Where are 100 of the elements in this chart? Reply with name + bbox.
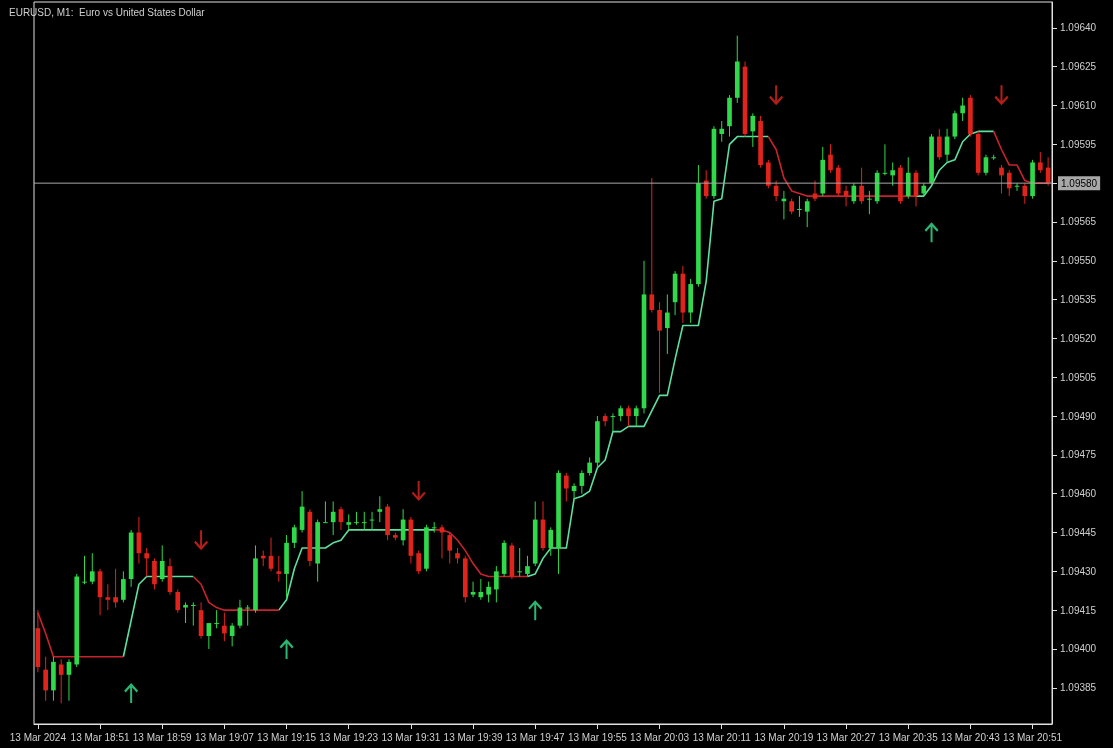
x-tick-label: 13 Mar 2024 bbox=[9, 731, 67, 743]
candlestick bbox=[292, 524, 297, 549]
point bbox=[279, 638, 294, 659]
candlestick bbox=[665, 293, 670, 355]
candlestick bbox=[766, 159, 771, 189]
x-tick-label: 13 Mar 20:51 bbox=[1003, 731, 1063, 743]
y-tick-label: 1.09520 bbox=[1060, 332, 1097, 344]
candlestick bbox=[999, 164, 1004, 194]
y-tick-label: 1.09475 bbox=[1060, 449, 1097, 461]
candlestick bbox=[804, 198, 810, 228]
candlestick bbox=[548, 526, 554, 557]
candlestick bbox=[494, 565, 499, 603]
y-tick-label: 1.09460 bbox=[1060, 488, 1097, 500]
candlestick bbox=[859, 167, 864, 205]
candlestick bbox=[1022, 182, 1028, 205]
candlestick bbox=[867, 190, 872, 215]
y-tick-label: 1.09505 bbox=[1060, 371, 1097, 383]
point bbox=[528, 600, 543, 621]
candlestick bbox=[649, 177, 655, 314]
candlestick bbox=[447, 532, 453, 565]
candlestick bbox=[330, 500, 336, 536]
candlestick bbox=[152, 557, 157, 590]
y-tick-label: 1.09490 bbox=[1060, 410, 1097, 422]
x-tick-label: 13 Mar 19:55 bbox=[567, 731, 628, 743]
x-tick-label: 13 Mar 20:03 bbox=[630, 731, 690, 743]
y-tick-label: 1.09385 bbox=[1060, 682, 1097, 694]
point bbox=[124, 682, 139, 703]
candlestick bbox=[1038, 151, 1043, 174]
point bbox=[924, 222, 939, 243]
y-tick-label: 1.09445 bbox=[1060, 527, 1097, 538]
candlestick bbox=[323, 500, 328, 524]
candlestick bbox=[121, 570, 126, 603]
candlestick bbox=[797, 195, 802, 218]
x-tick-label: 13 Mar 18:51 bbox=[70, 731, 130, 743]
candlestick bbox=[144, 547, 150, 577]
candlestick bbox=[719, 120, 725, 143]
candlestick bbox=[439, 524, 445, 559]
candlestick bbox=[245, 604, 251, 627]
candlestick bbox=[43, 656, 48, 702]
candlestick bbox=[175, 588, 181, 614]
point bbox=[411, 481, 426, 502]
candlestick bbox=[960, 97, 965, 122]
candlestick bbox=[486, 581, 491, 603]
candlestick bbox=[58, 658, 64, 704]
candlestick bbox=[936, 128, 942, 161]
y-tick-label: 1.09595 bbox=[1060, 138, 1097, 150]
x-tick-label: 13 Mar 18:59 bbox=[132, 731, 193, 743]
candlestick bbox=[276, 555, 282, 583]
y-tick-label: 1.09610 bbox=[1060, 100, 1097, 112]
candlestick bbox=[587, 456, 592, 477]
y-tick-label: 1.09430 bbox=[1060, 565, 1097, 577]
y-tick-label: 1.09640 bbox=[1060, 22, 1097, 34]
x-tick-label: 13 Mar 20:19 bbox=[754, 731, 814, 743]
y-tick-label: 1.09535 bbox=[1060, 294, 1097, 306]
candlestick bbox=[563, 472, 569, 502]
candlestick bbox=[812, 180, 818, 202]
point bbox=[769, 85, 784, 106]
candlestick bbox=[190, 601, 196, 627]
candlestick bbox=[183, 601, 188, 624]
candlestick bbox=[828, 143, 833, 174]
ref-line-label: 1.09580 bbox=[1061, 177, 1098, 189]
candlestick bbox=[431, 521, 437, 533]
candlestick bbox=[105, 583, 111, 611]
y-tick-label: 1.09565 bbox=[1060, 216, 1097, 228]
candlestick bbox=[626, 405, 631, 427]
x-tick-label: 13 Mar 20:43 bbox=[940, 731, 1001, 743]
chart-title: EURUSD, M1: Euro vs United States Dollar bbox=[9, 6, 206, 18]
y-tick-label: 1.09625 bbox=[1060, 61, 1097, 73]
candlestick bbox=[890, 161, 896, 187]
candlestick bbox=[222, 612, 227, 642]
candlestick bbox=[354, 511, 359, 526]
candlestick bbox=[750, 112, 756, 148]
candlestick bbox=[377, 495, 383, 523]
candlestick bbox=[89, 552, 95, 585]
candlestick bbox=[633, 405, 639, 427]
candlestick bbox=[361, 511, 367, 531]
candlestick bbox=[517, 547, 523, 577]
x-tick-label: 13 Mar 19:39 bbox=[443, 731, 503, 743]
y-tick-label: 1.09400 bbox=[1060, 643, 1097, 655]
candlestick bbox=[214, 609, 219, 629]
candlestick bbox=[82, 555, 87, 585]
candlestick bbox=[905, 156, 911, 200]
x-tick-label: 13 Mar 20:27 bbox=[816, 731, 876, 743]
y-tick-label: 1.09550 bbox=[1060, 255, 1097, 267]
candlestick bbox=[159, 544, 165, 583]
point bbox=[994, 85, 1009, 106]
y-tick-label: 1.09415 bbox=[1060, 604, 1097, 616]
x-tick-label: 13 Mar 19:23 bbox=[319, 731, 379, 743]
candlestick bbox=[113, 568, 118, 609]
candlestick bbox=[470, 581, 476, 598]
candlestick bbox=[525, 555, 530, 577]
x-tick-label: 13 Mar 19:47 bbox=[505, 731, 566, 743]
candlestick bbox=[657, 301, 662, 394]
candlestick bbox=[416, 550, 421, 575]
x-tick-label: 13 Mar 19:15 bbox=[257, 731, 317, 743]
x-tick-label: 13 Mar 19:07 bbox=[194, 731, 255, 743]
point bbox=[194, 530, 209, 551]
x-tick-label: 13 Mar 19:31 bbox=[381, 731, 441, 743]
x-tick-label: 13 Mar 20:11 bbox=[692, 731, 752, 743]
x-tick-label: 13 Mar 20:35 bbox=[878, 731, 939, 743]
